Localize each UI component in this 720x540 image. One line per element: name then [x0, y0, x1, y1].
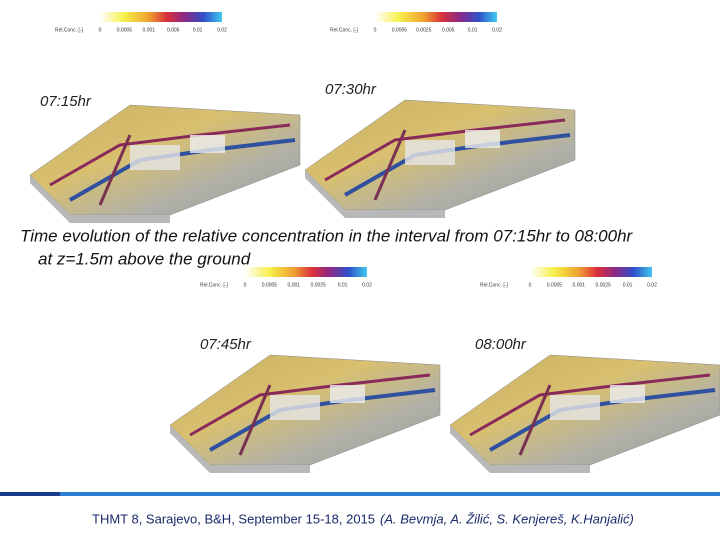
colorbar-title: Rel.Conc. [-] — [480, 282, 508, 288]
colorbar-tick: 0.02 — [362, 282, 372, 288]
colorbar-tick: 0.01 — [338, 282, 348, 288]
colorbar-tick: 0.001 — [143, 27, 156, 33]
colorbar — [530, 267, 652, 277]
colorbar-tick: 0 — [529, 282, 532, 288]
time-label: 07:30hr — [325, 81, 377, 98]
colorbar-tick: 0.0025 — [596, 282, 612, 288]
colorbar-title: Rel.Conc. [-] — [330, 27, 358, 33]
render-0800 — [448, 353, 720, 475]
render-0730 — [303, 98, 577, 220]
colorbar — [245, 267, 367, 277]
colorbar-tick: 0.001 — [573, 282, 586, 288]
caption: at z=1.5m above the ground — [38, 249, 251, 268]
footer-conference: THMT 8, Sarajevo, B&H, September 15-18, … — [92, 511, 375, 526]
footer-bar — [0, 492, 720, 496]
colorbar-tick: 0.01 — [623, 282, 633, 288]
colorbar-tick: 0.001 — [288, 282, 301, 288]
colorbar-tick: 0.005 — [442, 27, 455, 33]
colorbar-tick: 0.0025 — [311, 282, 327, 288]
colorbar-tick: 0 — [244, 282, 247, 288]
colorbar — [100, 12, 222, 22]
footer-authors: (A. Bevmja, A. Žilić, S. Kenjereš, K.Han… — [380, 511, 634, 526]
colorbar-title: Rel.Conc. [-] — [55, 27, 83, 33]
colorbar-tick: 0 — [374, 27, 377, 33]
colorbar-tick: 0.02 — [492, 27, 502, 33]
footer-bar-accent — [0, 492, 60, 496]
caption: Time evolution of the relative concentra… — [20, 226, 634, 245]
time-label: 07:45hr — [200, 336, 252, 353]
render-0715 — [28, 103, 302, 225]
colorbar-tick: 0.02 — [217, 27, 227, 33]
colorbar-tick: 0.0005 — [262, 282, 278, 288]
colorbar — [375, 12, 497, 22]
colorbar-tick: 0.0025 — [416, 27, 432, 33]
colorbar-tick: 0 — [99, 27, 102, 33]
time-label: 08:00hr — [475, 336, 527, 353]
colorbar-title: Rel.Conc. [-] — [200, 282, 228, 288]
colorbar-tick: 0.0005 — [392, 27, 408, 33]
colorbar-tick: 0.01 — [193, 27, 203, 33]
colorbar-tick: 0.0005 — [117, 27, 133, 33]
colorbar-tick: 0.02 — [647, 282, 657, 288]
time-label: 07:15hr — [40, 93, 92, 110]
colorbar-tick: 0.01 — [468, 27, 478, 33]
render-0745 — [168, 353, 442, 475]
colorbar-tick: 0.005 — [167, 27, 180, 33]
colorbar-tick: 0.0005 — [547, 282, 563, 288]
